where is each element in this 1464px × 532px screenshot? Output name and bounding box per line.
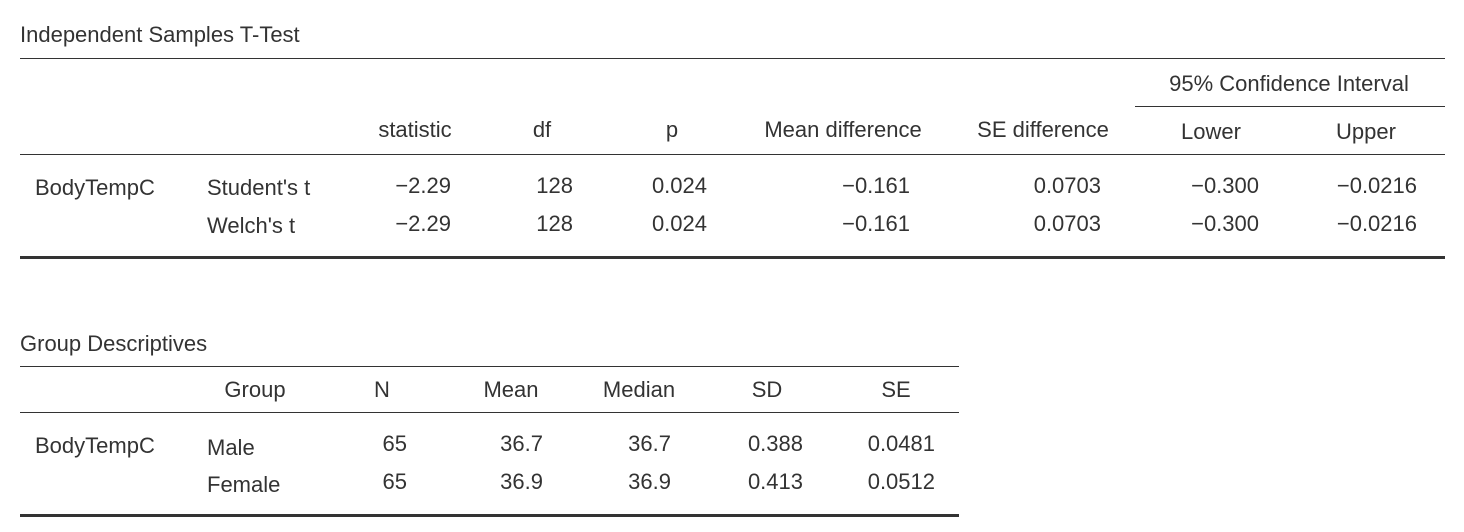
descriptives-top-rule <box>20 366 959 367</box>
row-group: Female <box>207 472 281 497</box>
descriptives-bottom-rule <box>20 514 959 517</box>
row-mean: 36.9 <box>500 469 543 494</box>
row-group: Male <box>207 435 255 460</box>
header-median: Median <box>602 377 676 402</box>
row-mean-difference: −0.161 <box>842 211 910 236</box>
header-df: df <box>532 117 552 142</box>
header-group: Group <box>224 377 286 402</box>
header-sd: SD <box>751 377 783 402</box>
header-n: N <box>374 377 390 402</box>
header-se: SE <box>881 377 911 402</box>
header-upper: Upper <box>1336 119 1396 144</box>
row-statistic: −2.29 <box>395 211 451 236</box>
row-upper: −0.0216 <box>1336 173 1417 198</box>
descriptives-title: Group Descriptives <box>20 331 208 356</box>
row-test: Welch's t <box>207 213 296 238</box>
row-n: 65 <box>382 469 407 494</box>
row-mean: 36.7 <box>500 431 543 456</box>
ttest-variable: BodyTempC <box>35 175 155 200</box>
descriptives-variable: BodyTempC <box>35 433 155 458</box>
row-lower: −0.300 <box>1191 211 1259 236</box>
ttest-title: Independent Samples T-Test <box>20 22 300 47</box>
row-sd: 0.413 <box>747 469 803 494</box>
header-p: p <box>665 117 679 142</box>
header-se-difference: SE difference <box>977 117 1109 142</box>
row-se: 0.0481 <box>867 431 935 456</box>
row-df: 128 <box>536 173 573 198</box>
row-sd: 0.388 <box>747 431 803 456</box>
descriptives-header-rule <box>20 412 959 413</box>
ci-rule <box>1135 106 1445 107</box>
ci-header: 95% Confidence Interval <box>1169 71 1409 96</box>
row-se: 0.0512 <box>867 469 935 494</box>
row-se-difference: 0.0703 <box>1033 211 1101 236</box>
row-se-difference: 0.0703 <box>1033 173 1101 198</box>
row-statistic: −2.29 <box>395 173 451 198</box>
header-mean-difference: Mean difference <box>764 117 922 142</box>
row-n: 65 <box>382 431 407 456</box>
header-mean: Mean <box>483 377 539 402</box>
row-lower: −0.300 <box>1191 173 1259 198</box>
row-p: 0.024 <box>651 211 707 236</box>
row-median: 36.9 <box>628 469 671 494</box>
row-upper: −0.0216 <box>1336 211 1417 236</box>
ttest-bottom-rule <box>20 256 1445 259</box>
ttest-top-rule <box>20 58 1445 59</box>
row-mean-difference: −0.161 <box>842 173 910 198</box>
ttest-header-rule <box>20 154 1445 155</box>
header-lower: Lower <box>1181 119 1241 144</box>
row-p: 0.024 <box>651 173 707 198</box>
row-median: 36.7 <box>628 431 671 456</box>
row-test: Student's t <box>207 175 311 200</box>
header-statistic: statistic <box>378 117 452 142</box>
row-df: 128 <box>536 211 573 236</box>
